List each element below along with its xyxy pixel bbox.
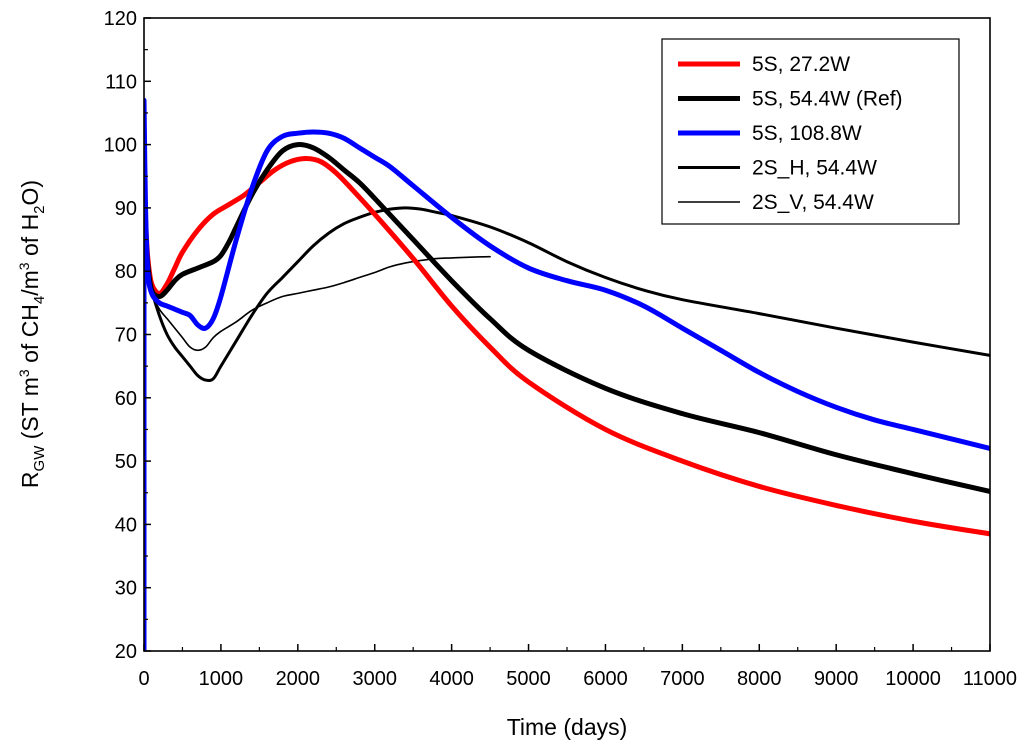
y-tick-label: 60 — [115, 388, 137, 410]
y-axis-title: RGW (ST m3 of CH4/m3 of H2O) — [16, 180, 48, 488]
x-tick-label: 5000 — [506, 668, 551, 690]
y-tick-label: 50 — [115, 451, 137, 473]
y-tick-label: 90 — [115, 198, 137, 220]
y-tick-label: 100 — [104, 135, 137, 157]
legend-label-3: 5S, 108.8W — [752, 122, 862, 145]
legend-label-1: 5S, 27.2W — [752, 53, 850, 76]
y-tick-label: 40 — [115, 514, 137, 536]
series-line-1 — [144, 156, 990, 651]
x-tick-label: 4000 — [429, 668, 474, 690]
y-tick-label: 80 — [115, 261, 137, 283]
x-tick-label: 1000 — [199, 668, 244, 690]
legend: 5S, 27.2W 5S, 54.4W (Ref) 5S, 108.8W 2S_H, … — [661, 38, 960, 225]
series-line-4 — [144, 174, 990, 651]
series-line-3 — [144, 97, 990, 651]
x-tick-label: 7000 — [660, 668, 705, 690]
y-axis: 20 30 40 50 60 70 80 90 100 110 120 — [104, 8, 151, 663]
y-tick-label: 30 — [115, 578, 137, 600]
y-tick-label: 20 — [115, 641, 137, 663]
series-line-2 — [144, 141, 990, 651]
legend-label-5: 2S_V, 54.4W — [752, 191, 874, 214]
y-tick-label: 120 — [104, 8, 137, 30]
x-tick-label: 2000 — [276, 668, 321, 690]
legend-label-4: 2S_H, 54.4W — [752, 157, 877, 180]
x-axis-title: Time (days) — [507, 714, 628, 740]
x-tick-label: 10000 — [885, 668, 941, 690]
x-tick-label: 11000 — [963, 668, 1017, 690]
x-tick-label: 0 — [138, 668, 149, 690]
x-tick-label: 8000 — [737, 668, 782, 690]
x-axis: 0 1000 2000 3000 4000 5000 6000 7000 8000 9000 100… — [138, 644, 1017, 690]
y-tick-label: 110 — [105, 71, 137, 93]
x-tick-label: 6000 — [583, 668, 628, 690]
x-tick-label: 9000 — [814, 668, 859, 690]
y-tick-label: 70 — [115, 325, 137, 347]
series-layer — [144, 97, 990, 651]
legend-label-2: 5S, 54.4W (Ref) — [752, 88, 903, 111]
x-tick-label: 3000 — [352, 668, 397, 690]
